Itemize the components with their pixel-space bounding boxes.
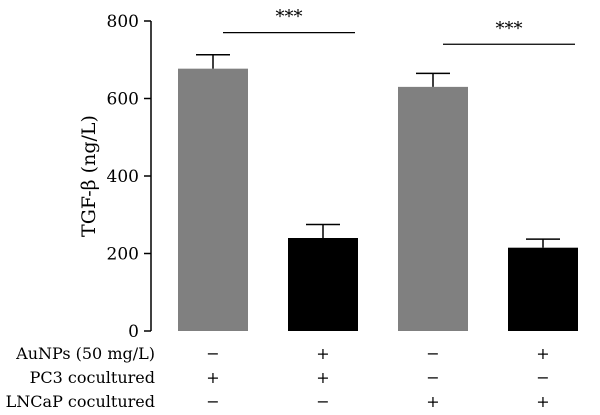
condition-sign: + — [536, 392, 549, 411]
bar — [398, 86, 468, 331]
condition-sign: − — [206, 344, 219, 363]
y-axis: 0 200 400 600 800 — [107, 12, 152, 342]
condition-label: AuNPs (50 mg/L) — [15, 344, 155, 363]
condition-sign: + — [536, 344, 549, 363]
y-tick-label: 200 — [107, 245, 139, 265]
y-tick-label: 600 — [107, 90, 139, 110]
condition-sign: − — [536, 368, 549, 387]
condition-sign: − — [316, 392, 329, 411]
significance-label: *** — [276, 7, 303, 28]
y-tick-label: 0 — [128, 322, 139, 342]
condition-sign: + — [316, 344, 329, 363]
condition-table: AuNPs (50 mg/L) − + − + PC3 cocultured + + − − LNC… — [6, 344, 550, 411]
y-tick-label: 800 — [107, 12, 139, 32]
bar — [508, 247, 578, 331]
condition-sign: + — [426, 392, 439, 411]
condition-label: LNCaP cocultured — [6, 392, 155, 411]
condition-sign: + — [316, 368, 329, 387]
significance-markers: *** *** — [223, 7, 575, 45]
condition-sign: − — [206, 392, 219, 411]
condition-sign: − — [426, 344, 439, 363]
significance-label: *** — [496, 18, 523, 39]
condition-label: PC3 cocultured — [30, 368, 155, 387]
condition-sign: + — [206, 368, 219, 387]
condition-sign: − — [426, 368, 439, 387]
bar — [178, 68, 248, 331]
bars — [178, 53, 578, 331]
bar — [288, 238, 358, 331]
y-axis-label: TGF-β (ng/L) — [78, 115, 100, 237]
y-tick-label: 400 — [107, 167, 139, 187]
